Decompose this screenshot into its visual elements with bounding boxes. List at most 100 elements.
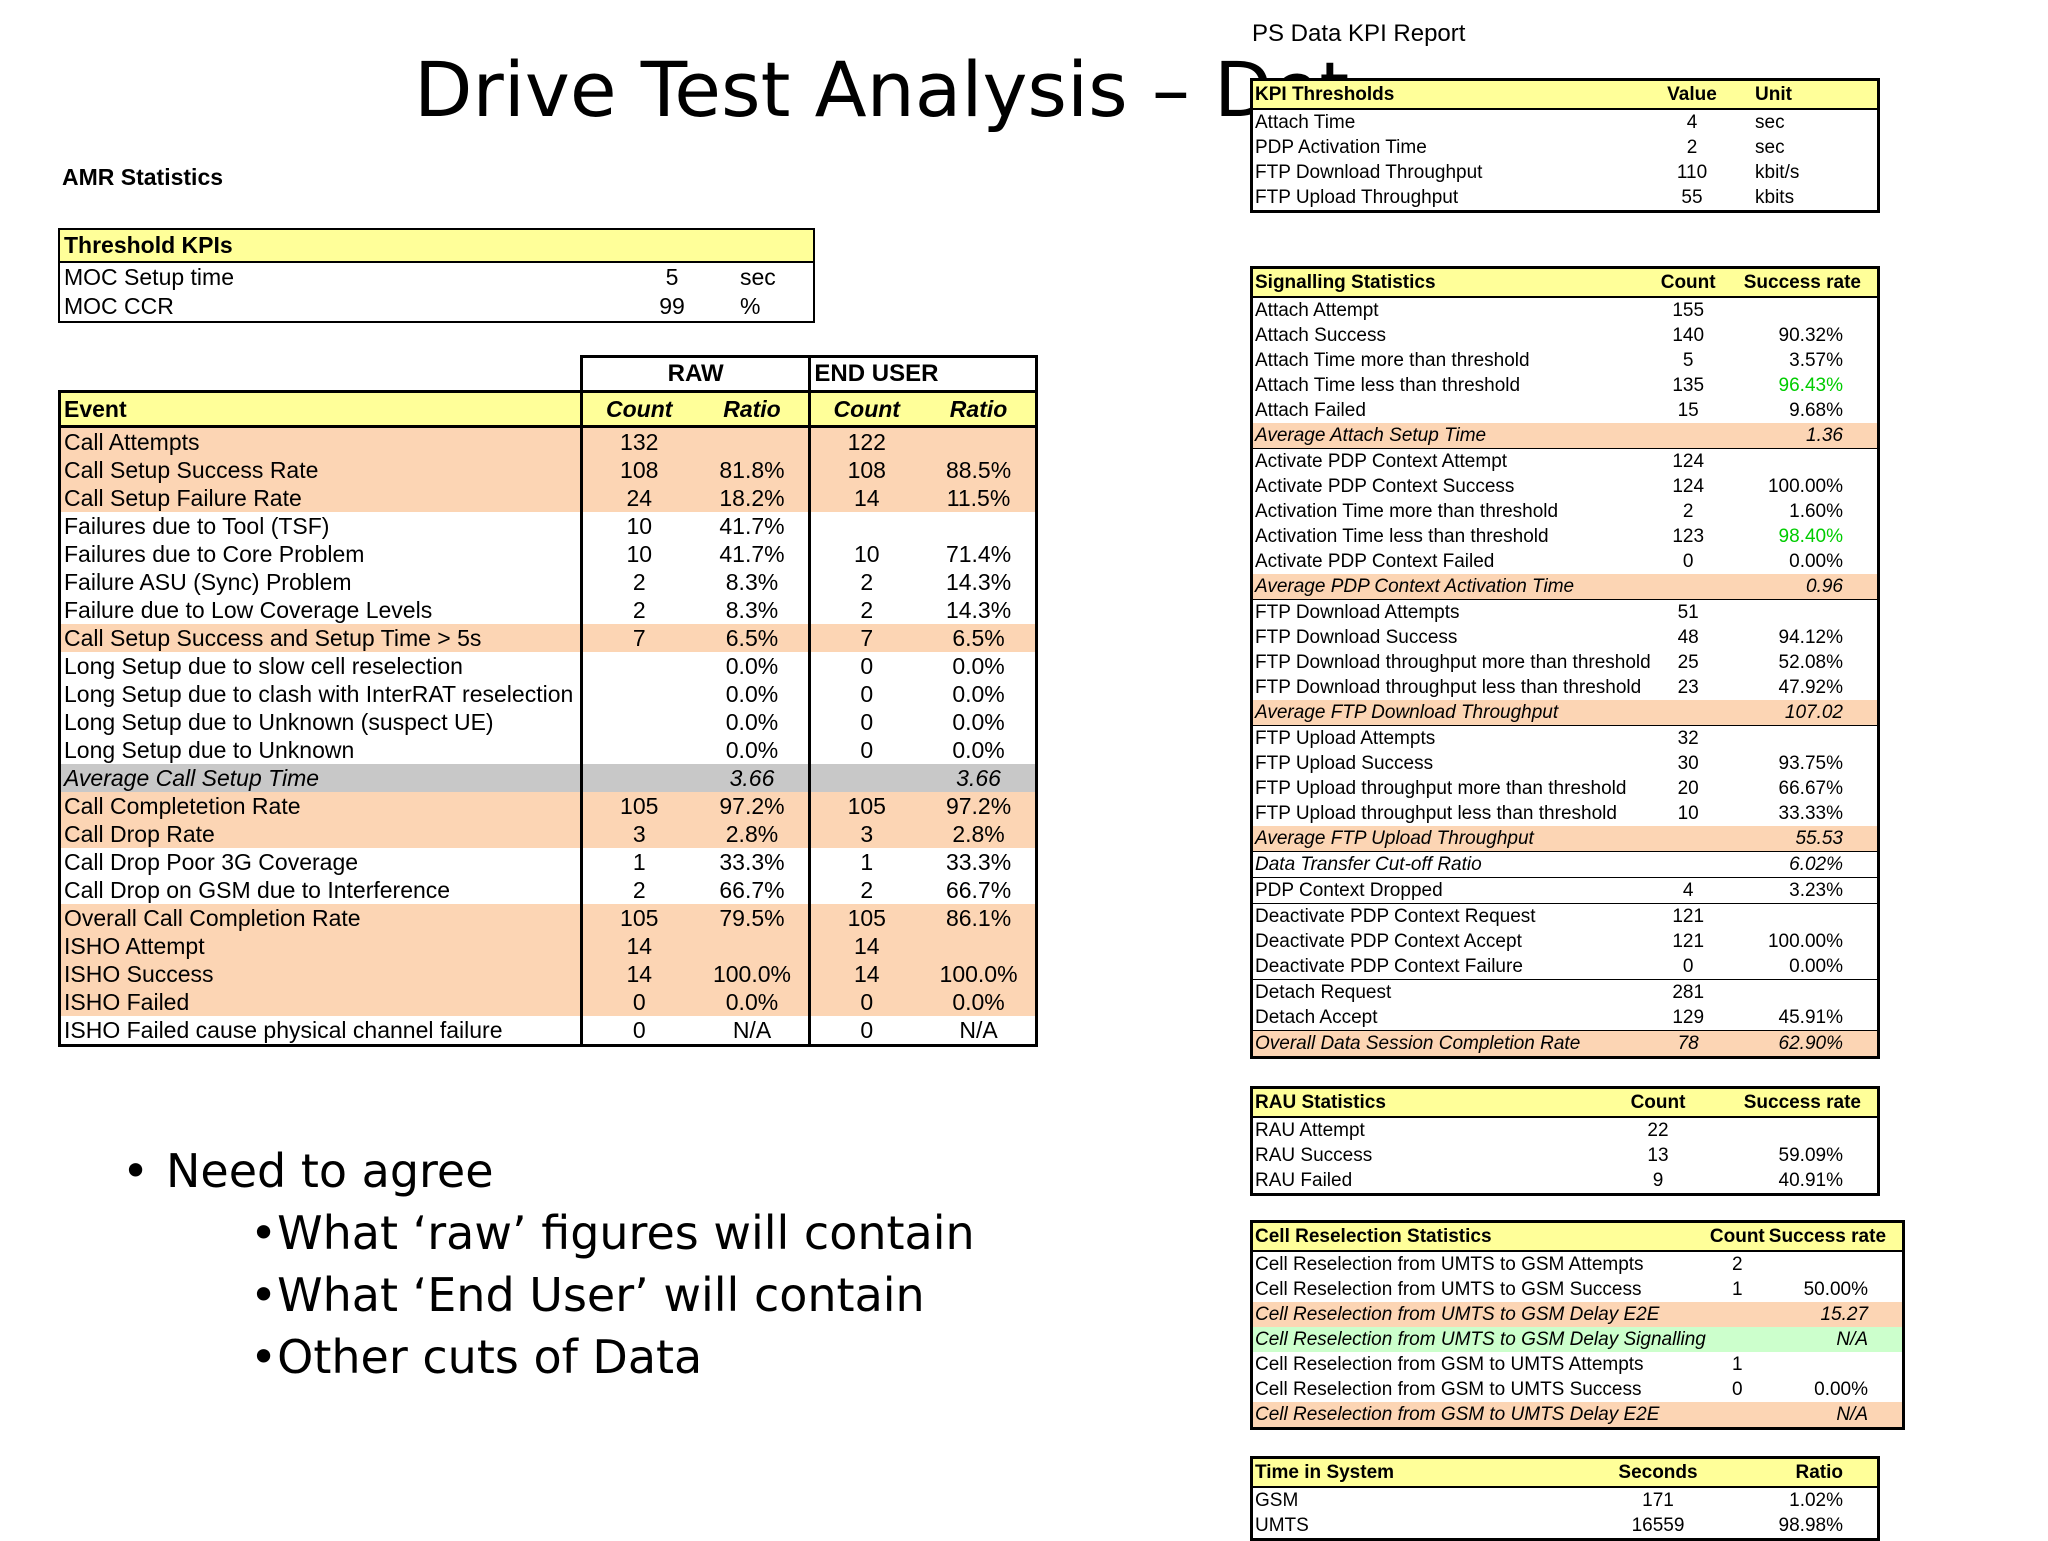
time-in-system-count: 16559 (1631, 1514, 1685, 1536)
signalling-count: 121 (1672, 930, 1705, 952)
raw-count: 14 (579, 960, 696, 988)
time-in-system-row: UMTS 16559 98.98% (1252, 1513, 1879, 1540)
end-user-count: 2 (860, 568, 874, 595)
col-raw-ratio-header: Ratio (695, 391, 812, 427)
bullet-sub: Other cuts of Data (122, 1326, 975, 1388)
event-row: Call Completetion Rate 105 97.2% 105 97.2% (58, 792, 1039, 820)
kpi-row: FTP Upload Throughput 55 kbits (1252, 185, 1879, 212)
signalling-row: Average FTP Download Throughput 107.02 (1251, 700, 1879, 726)
kpi-name: PDP Activation Time (1255, 136, 1427, 158)
raw-ratio: 3.66 (695, 764, 812, 792)
raw-ratio: 6.5% (695, 624, 812, 652)
signalling-name: Attach Success (1255, 324, 1386, 346)
raw-ratio (695, 932, 812, 960)
event-name: Overall Call Completion Rate (58, 904, 582, 932)
signalling-name: FTP Download Attempts (1251, 599, 1653, 625)
end-user-ratio: 0.0% (922, 680, 1039, 708)
end-user-ratio: 14.3% (922, 568, 1039, 596)
signalling-count: 20 (1677, 777, 1699, 799)
threshold-row: MOC CCR 99 % (59, 292, 814, 322)
end-user-count: 105 (847, 792, 886, 819)
cell-reselection-name: Cell Reselection from UMTS to GSM Succes… (1255, 1278, 1642, 1300)
event-row: Average Call Setup Time 3.66 3.66 (58, 764, 1039, 792)
rau-row: RAU Attempt 22 (1252, 1117, 1879, 1143)
event-name: Average Call Setup Time (58, 764, 582, 792)
event-name: Call Drop on GSM due to Interference (58, 876, 582, 904)
raw-count: 105 (579, 904, 696, 932)
raw-count: 1 (579, 848, 696, 876)
signalling-row: Attach Attempt 155 (1252, 297, 1879, 323)
time-in-system-rate: 98.98% (1778, 1514, 1843, 1536)
end-user-count: 14 (853, 960, 880, 987)
end-user-ratio: 88.5% (922, 456, 1039, 484)
signalling-count: 30 (1677, 752, 1699, 774)
signalling-name: FTP Download throughput more than thresh… (1255, 651, 1651, 673)
event-row: ISHO Failed 0 0.0% 0 0.0% (58, 988, 1039, 1016)
signalling-rate: 93.75% (1778, 752, 1843, 774)
threshold-row: MOC Setup time 5 sec (59, 262, 814, 292)
threshold-name: MOC CCR (64, 293, 174, 319)
event-row: Failures due to Tool (TSF) 10 41.7% (58, 512, 1039, 540)
rau-row: RAU Failed 9 40.91% (1252, 1168, 1879, 1195)
signalling-row: FTP Download throughput more than thresh… (1252, 650, 1879, 675)
signalling-rate (1723, 725, 1879, 751)
cell-reselection-row: Cell Reselection from UMTS to GSM Delay … (1251, 1327, 1904, 1352)
raw-ratio: 81.8% (695, 456, 812, 484)
signalling-count: 25 (1677, 651, 1699, 673)
cell-reselection-row: Cell Reselection from UMTS to GSM Attemp… (1252, 1251, 1904, 1277)
end-user-ratio: 11.5% (922, 484, 1039, 512)
signalling-row: Average PDP Context Activation Time 0.96 (1251, 574, 1879, 600)
col-raw-count-header: Count (579, 391, 696, 427)
end-user-count: 0 (860, 652, 874, 679)
raw-count: 2 (579, 568, 696, 596)
event-row: Call Drop Poor 3G Coverage 1 33.3% 1 33.3% (58, 848, 1039, 876)
raw-ratio: 2.8% (695, 820, 812, 848)
event-row: Long Setup due to clash with InterRAT re… (58, 680, 1039, 708)
signalling-count (1653, 700, 1724, 726)
end-user-count (810, 512, 922, 540)
signalling-count: 0 (1682, 550, 1694, 572)
signalling-rate (1723, 599, 1879, 625)
signalling-rate (1724, 297, 1879, 323)
raw-ratio: 0.0% (695, 708, 812, 736)
signalling-name: FTP Upload throughput more than threshol… (1255, 777, 1627, 799)
raw-count: 2 (579, 596, 696, 624)
raw-ratio (695, 426, 812, 456)
cell-reselection-rate: N/A (1836, 1403, 1869, 1425)
signalling-row: Overall Data Session Completion Rate 78 62… (1251, 1030, 1879, 1058)
signalling-header: Signalling Statistics (1251, 267, 1653, 298)
end-user-ratio: N/A (922, 1016, 1039, 1046)
cell-reselection-row: Cell Reselection from UMTS to GSM Delay … (1251, 1302, 1904, 1327)
time-in-system-header-row: Time in System Seconds Ratio (1251, 1457, 1879, 1488)
cell-reselection-count: 1 (1732, 1278, 1743, 1300)
end-user-count: 0 (860, 680, 874, 707)
signalling-header-row: Signalling Statistics Count Success rate (1251, 267, 1879, 298)
time-in-system-header: Time in System (1251, 1457, 1615, 1488)
threshold-kpis-table: Threshold KPIs MOC Setup time 5 sec MOC … (58, 228, 815, 323)
signalling-rate: 47.92% (1778, 676, 1843, 698)
event-name: ISHO Attempt (58, 932, 582, 960)
cell-reselection-count: 2 (1732, 1253, 1743, 1275)
signalling-count: 4 (1652, 877, 1724, 904)
raw-ratio: 0.0% (695, 680, 812, 708)
signalling-row: Attach Failed 15 9.68% (1252, 398, 1879, 423)
event-row: Call Drop on GSM due to Interference 2 66.… (58, 876, 1039, 904)
signalling-count: 5 (1682, 349, 1694, 371)
cell-reselection-count (1708, 1327, 1767, 1352)
event-row: Long Setup due to Unknown (suspect UE) 0.… (58, 708, 1039, 736)
signalling-row: FTP Upload Success 30 93.75% (1252, 751, 1879, 776)
signalling-row: Deactivate PDP Context Accept 121 100.00% (1252, 929, 1879, 954)
time-in-system-count: 171 (1642, 1489, 1674, 1511)
signalling-rate: 33.33% (1778, 802, 1843, 824)
signalling-row: Activation Time less than threshold 123 98… (1252, 524, 1879, 549)
raw-ratio: 79.5% (695, 904, 812, 932)
raw-ratio: 18.2% (695, 484, 812, 512)
end-user-count: 1 (860, 848, 874, 875)
signalling-count: 123 (1672, 525, 1705, 547)
raw-count: 2 (579, 876, 696, 904)
rau-name: RAU Failed (1255, 1169, 1353, 1191)
time-in-system-table: Time in System Seconds Ratio GSM 171 1.02%… (1250, 1456, 1880, 1541)
rau-header-row: RAU Statistics Count Success rate (1251, 1087, 1879, 1118)
raw-ratio: 8.3% (695, 568, 812, 596)
rau-row: RAU Success 13 59.09% (1252, 1143, 1879, 1168)
